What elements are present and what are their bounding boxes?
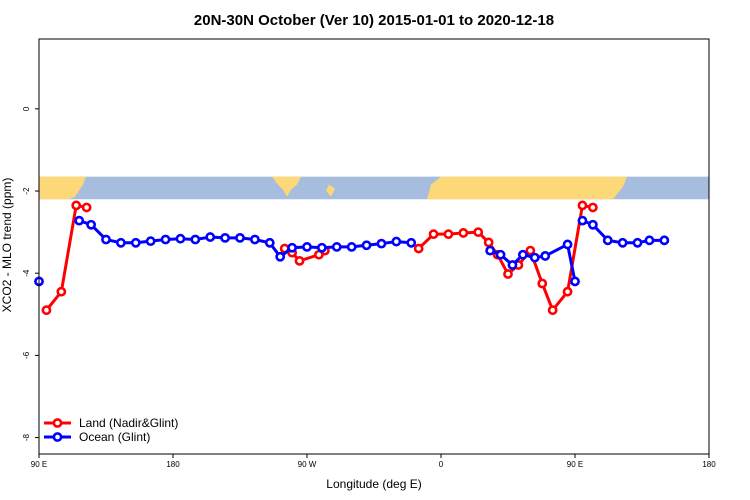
series-1-point-14 bbox=[264, 237, 275, 248]
series-0-point-18 bbox=[525, 245, 536, 256]
series-1-point-30 bbox=[540, 251, 551, 261]
series-0-point-22 bbox=[577, 200, 588, 211]
series-1-point-24 bbox=[406, 237, 417, 248]
series-1-point-25 bbox=[485, 245, 496, 256]
map-land-2 bbox=[326, 184, 335, 197]
map-strip bbox=[39, 176, 709, 200]
series-1-point-32 bbox=[570, 276, 580, 287]
series-1-point-29 bbox=[529, 252, 540, 263]
series-1-point-27 bbox=[507, 260, 518, 270]
series-0-point-1 bbox=[56, 286, 67, 297]
series-1-point-8 bbox=[175, 233, 186, 244]
y-tick-label-1: -2 bbox=[22, 187, 31, 195]
series-1-point-12 bbox=[235, 232, 245, 243]
series-1-point-26 bbox=[495, 249, 506, 260]
series-1-point-20 bbox=[346, 242, 357, 252]
chart-title: 20N-30N October (Ver 10) 2015-01-01 to 2… bbox=[194, 12, 554, 29]
x-tick-label-1: 180 bbox=[166, 460, 180, 469]
legend-marker-0 bbox=[52, 418, 63, 428]
legend: Land (Nadir&Glint)Ocean (Glint) bbox=[44, 416, 178, 444]
series-1-point-18 bbox=[316, 242, 327, 253]
series-0-point-3 bbox=[81, 202, 92, 213]
series-0-point-11 bbox=[443, 229, 454, 240]
series-1-point-17 bbox=[302, 242, 312, 252]
series-1-point-2 bbox=[86, 219, 97, 230]
x-tick-label-2: 90 W bbox=[298, 460, 317, 469]
series-1-point-9 bbox=[190, 234, 201, 245]
series-0-point-19 bbox=[537, 278, 548, 289]
series-1-point-10 bbox=[205, 232, 216, 242]
series-1-point-16 bbox=[287, 242, 298, 253]
y-tick-label-3: -6 bbox=[22, 351, 31, 359]
series-1-point-7 bbox=[160, 234, 171, 245]
series-1-point-23 bbox=[391, 236, 402, 247]
series-0-point-23 bbox=[587, 202, 598, 213]
y-tick-label-4: -8 bbox=[22, 433, 31, 441]
series-0-point-20 bbox=[547, 305, 558, 316]
legend-marker-1 bbox=[52, 432, 63, 442]
series-1-point-39 bbox=[659, 235, 670, 246]
series-1 bbox=[34, 215, 670, 287]
x-axis: 90 E 180 90 W 0 90 E 180 bbox=[31, 454, 716, 469]
map-land-1 bbox=[272, 176, 301, 197]
y-axis-label: XCO2 - MLO trend (ppm) bbox=[0, 178, 14, 313]
x-tick-label-5: 180 bbox=[702, 460, 716, 469]
series-1-point-36 bbox=[617, 237, 628, 248]
x-tick-label-4: 90 E bbox=[567, 460, 583, 469]
series-0-point-10 bbox=[428, 229, 439, 240]
map-land-0 bbox=[39, 176, 86, 200]
series-1-point-1 bbox=[74, 215, 85, 226]
legend-label-1: Ocean (Glint) bbox=[79, 430, 150, 444]
plot-frame bbox=[38, 38, 710, 455]
series-0-point-6 bbox=[294, 255, 305, 266]
x-axis-label: Longitude (deg E) bbox=[326, 477, 421, 491]
series-1-point-15 bbox=[275, 251, 286, 262]
legend-label-0: Land (Nadir&Glint) bbox=[79, 416, 178, 430]
series-1-point-11 bbox=[220, 232, 231, 243]
y-tick-label-2: -4 bbox=[22, 269, 31, 277]
series-1-point-33 bbox=[577, 215, 588, 226]
map-land-4 bbox=[599, 179, 607, 191]
series-1-point-13 bbox=[249, 234, 260, 245]
series-layer bbox=[34, 200, 670, 316]
series-1-point-4 bbox=[115, 237, 126, 248]
series-1-point-38 bbox=[644, 235, 655, 246]
series-0-line-0 bbox=[45, 203, 87, 312]
series-0-point-16 bbox=[503, 269, 513, 279]
x-tick-label-0: 90 E bbox=[31, 460, 47, 469]
series-0-point-14 bbox=[483, 237, 494, 248]
series-1-point-22 bbox=[376, 238, 387, 249]
series-1-point-28 bbox=[517, 249, 528, 260]
map-land-3 bbox=[427, 176, 627, 200]
series-0-point-13 bbox=[473, 227, 484, 238]
series-0-point-0 bbox=[41, 305, 52, 316]
series-1-point-21 bbox=[361, 240, 372, 251]
series-1-point-6 bbox=[145, 236, 156, 247]
series-0-point-12 bbox=[458, 228, 469, 238]
x-tick-label-3: 0 bbox=[439, 460, 444, 469]
series-0-point-21 bbox=[562, 286, 573, 297]
series-1-point-19 bbox=[331, 242, 342, 252]
series-0-point-9 bbox=[413, 243, 424, 254]
y-tick-label-0: 0 bbox=[22, 106, 31, 111]
series-1-point-31 bbox=[562, 239, 573, 250]
y-axis: 0 -2 -4 -6 -8 bbox=[22, 106, 39, 441]
series-1-point-5 bbox=[130, 237, 141, 248]
series-1-point-34 bbox=[587, 219, 598, 230]
series-1-point-35 bbox=[602, 235, 613, 246]
series-0-point-2 bbox=[71, 200, 82, 211]
series-1-point-37 bbox=[632, 237, 643, 248]
series-1-point-3 bbox=[101, 234, 111, 245]
